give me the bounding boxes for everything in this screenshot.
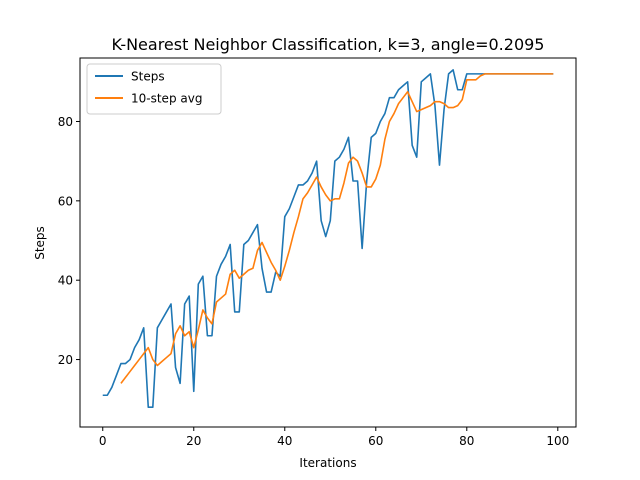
x-axis-ticks: 0 20 40 60 80 100 bbox=[99, 427, 569, 448]
axes-frame bbox=[79, 57, 577, 428]
x-axis-label: Iterations bbox=[299, 456, 356, 470]
x-tick-label: 80 bbox=[459, 434, 474, 448]
legend-label-10-step-avg: 10-step avg bbox=[131, 92, 202, 106]
chart-title: K-Nearest Neighbor Classification, k=3, … bbox=[112, 35, 545, 54]
y-axis-ticks: 20 40 60 80 bbox=[58, 115, 80, 367]
y-tick-label: 80 bbox=[58, 115, 73, 129]
x-tick-label: 100 bbox=[546, 434, 569, 448]
y-tick-label: 60 bbox=[58, 194, 73, 208]
y-tick-label: 20 bbox=[58, 353, 73, 367]
y-axis-label: Steps bbox=[33, 226, 47, 260]
series-line-10-step-avg bbox=[120, 73, 554, 384]
x-tick-label: 0 bbox=[99, 434, 107, 448]
series-line-steps bbox=[102, 69, 554, 408]
legend: Steps 10-step avg bbox=[86, 63, 222, 115]
x-tick-label: 40 bbox=[277, 434, 292, 448]
x-tick-label: 60 bbox=[368, 434, 383, 448]
x-tick-label: 20 bbox=[186, 434, 201, 448]
plot-series bbox=[102, 69, 554, 408]
legend-label-steps: Steps bbox=[131, 70, 165, 84]
y-tick-label: 40 bbox=[58, 274, 73, 288]
